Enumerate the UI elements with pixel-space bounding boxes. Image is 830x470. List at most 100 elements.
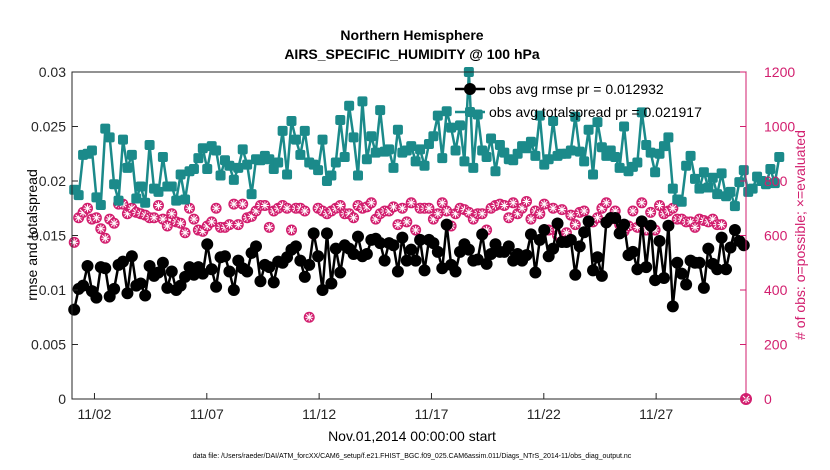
spread-point [193, 153, 204, 164]
spread-point [446, 122, 457, 133]
spread-point [707, 172, 718, 183]
rmse-point [582, 215, 595, 228]
rmse-point [462, 243, 475, 256]
spread-point [335, 114, 346, 125]
rmse-point [644, 219, 657, 232]
rmse-point [671, 256, 684, 269]
spread-point [494, 140, 505, 151]
footer-data-file: data file: /Users/raeder/DAI/ATM_forcXX/… [193, 453, 632, 460]
obs-marker [534, 208, 546, 220]
spread-point [765, 164, 776, 175]
spread-point [583, 124, 594, 135]
obs-marker [188, 213, 200, 225]
rmse-point [210, 280, 223, 293]
rmse-point [68, 303, 81, 316]
obs-marker [148, 212, 160, 224]
obs-marker [716, 219, 728, 231]
series-layer [68, 67, 785, 405]
y-left-tick-label: 0.025 [31, 119, 66, 135]
rmse-point [680, 278, 693, 291]
spread-point [676, 196, 687, 207]
rmse-point [720, 263, 733, 276]
rmse-point [573, 240, 586, 253]
spread-point [242, 159, 253, 170]
obs-marker [210, 202, 222, 214]
rmse-point [609, 212, 622, 225]
rmse-point [657, 272, 670, 285]
obs-marker [441, 205, 453, 217]
rmse-point [635, 215, 648, 228]
rmse-point [125, 250, 138, 263]
rmse-point [715, 231, 728, 244]
spread-point [658, 141, 669, 152]
obs-marker [95, 223, 107, 235]
spread-point [91, 192, 102, 203]
rmse-point [143, 260, 156, 273]
chart-title: Northern Hemisphere [340, 27, 483, 43]
spread-point [370, 147, 381, 158]
rmse-point [640, 261, 653, 274]
obs-marker [206, 216, 218, 228]
rmse-point [90, 291, 103, 304]
rmse-point [480, 257, 493, 270]
rmse-point [223, 265, 236, 278]
rmse-point [325, 277, 338, 290]
rmse-point [414, 233, 427, 246]
rmse-point [298, 270, 311, 283]
rmse-point [440, 218, 453, 231]
rmse-point [595, 269, 608, 282]
spread-point [104, 132, 115, 143]
rmse-point [303, 258, 316, 271]
spread-point [353, 170, 364, 181]
obs-marker [334, 200, 346, 212]
rmse-point [352, 230, 365, 243]
x-tick-label: 11/12 [302, 406, 336, 422]
spread-point [530, 150, 541, 161]
rmse-point [724, 241, 737, 254]
x-tick-label: 11/02 [77, 406, 111, 422]
obs-marker [547, 202, 559, 214]
obs-marker [507, 197, 519, 209]
x-tick-label: 11/27 [639, 406, 673, 422]
spread-point [246, 189, 257, 200]
spread-point [211, 145, 222, 156]
spread-point [299, 125, 310, 136]
spread-point [738, 165, 749, 176]
spread-point [171, 195, 182, 206]
rmse-point [626, 245, 639, 258]
rmse-point [289, 240, 302, 253]
obs-marker [627, 205, 639, 217]
spread-point [685, 150, 696, 161]
spread-point [667, 183, 678, 194]
rmse-point [374, 237, 387, 250]
rmse-point [449, 265, 462, 278]
y-right-tick-label: 600 [764, 228, 788, 244]
obs-marker [432, 208, 444, 220]
series-rmse [68, 212, 750, 316]
chart-subtitle: AIRS_SPECIFIC_HUMIDITY @ 100 hPa [284, 46, 540, 62]
y-axis-right-label: # of obs: o=possible; ×=evaluated [792, 130, 808, 340]
rmse-point [409, 254, 422, 267]
rmse-point [471, 253, 484, 266]
rmse-point [391, 265, 404, 278]
plot-background [72, 72, 746, 399]
obs-marker [175, 217, 187, 229]
x-tick-label: 11/07 [190, 406, 224, 422]
spread-point [384, 144, 395, 155]
spread-point [432, 110, 443, 121]
spread-point [290, 134, 301, 145]
y-right-tick-label: 800 [764, 173, 788, 189]
spread-point [441, 106, 452, 117]
spread-point [224, 160, 235, 171]
spread-point [774, 152, 785, 163]
spread-point [645, 147, 656, 158]
obs-marker [654, 200, 666, 212]
rmse-point [241, 265, 254, 278]
spread-point [153, 186, 164, 197]
spread-point [188, 164, 199, 175]
spread-point [716, 168, 727, 179]
spread-point [690, 173, 701, 184]
rmse-point [307, 227, 320, 240]
spread-point [525, 136, 536, 147]
rmse-point [320, 227, 333, 240]
